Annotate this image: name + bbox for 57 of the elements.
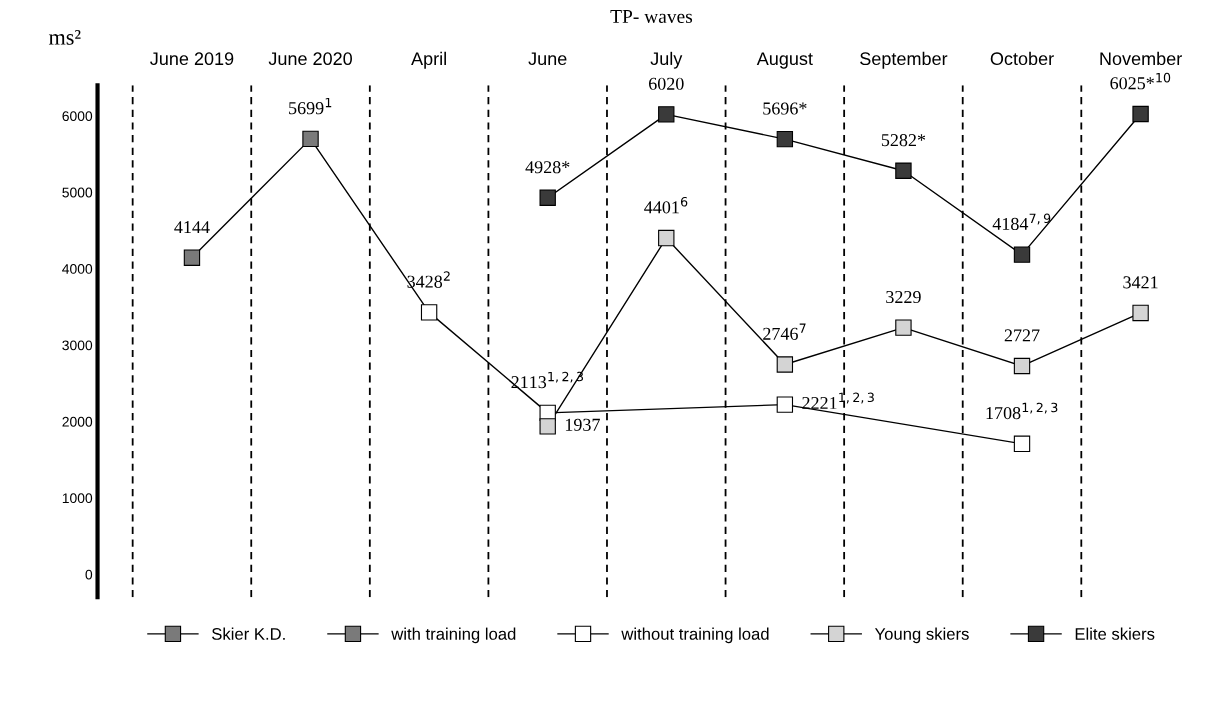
data-label: 3421: [1123, 276, 1158, 289]
data-label: 1708$^{1,2,3}$: [986, 402, 1058, 420]
y-axis-title: ms²: [48, 29, 81, 45]
data-label: 1937: [565, 418, 600, 431]
data-label: 3428$^{2}$: [407, 271, 450, 288]
point: [1132, 105, 1149, 123]
x-tick-label: June 2019: [150, 52, 234, 66]
point: [539, 418, 556, 435]
text: with training load: [391, 627, 516, 644]
data-label: 2746$^{7}$: [763, 323, 806, 340]
point: [776, 356, 794, 373]
chart-title: TP- waves: [610, 10, 693, 24]
point: [776, 130, 794, 148]
x-tick-label: June: [528, 52, 567, 66]
y-tick-label: 2000: [62, 416, 93, 427]
point: [420, 304, 438, 321]
data-label: 4144: [174, 221, 210, 234]
y-tick-label: 3000: [62, 340, 93, 351]
data-label: 6025*$^{10}$: [1110, 72, 1171, 90]
x-tick-label: November: [1100, 51, 1182, 66]
y-tick-label: 6000: [62, 111, 93, 122]
y-tick-label: 4000: [62, 264, 93, 274]
point: [1013, 246, 1031, 263]
data-label: 5282*: [881, 134, 926, 147]
x-tick-label: July: [650, 51, 683, 69]
legend-label: Elite skiers: [1075, 627, 1155, 640]
y-tick-label: 0: [85, 569, 93, 580]
point: [1013, 435, 1031, 453]
point: [183, 249, 201, 266]
y-tick-label: 5000: [62, 187, 93, 198]
x-tick-label: April: [411, 51, 446, 69]
data-label: 4928*: [525, 161, 570, 174]
legend-label: Skier K.D.: [212, 627, 285, 640]
point: [539, 189, 556, 206]
data-label: 4401$^{6}$: [644, 196, 688, 214]
data-label: 2221$^{1,2,3}$: [802, 392, 874, 409]
point: [302, 130, 319, 148]
data-label: 3229: [886, 290, 921, 304]
point: [895, 162, 912, 179]
data-label: 4184$^{7,9}$: [992, 213, 1051, 230]
x-tick-label: June 2020: [268, 52, 352, 66]
data-label: 6020: [648, 77, 684, 90]
x-tick-label: September: [860, 51, 948, 69]
point: [658, 106, 675, 123]
x-tick-label: August: [756, 52, 813, 69]
point: [895, 319, 912, 336]
point: [1013, 357, 1031, 375]
y-tick-label: 1000: [62, 493, 93, 504]
point: [776, 396, 794, 413]
point: [1132, 304, 1149, 322]
x-tick-label: October: [990, 51, 1054, 66]
data-label: 5696*: [763, 102, 807, 115]
data-label: 5699$^{1}$: [289, 97, 332, 115]
point: [658, 229, 675, 247]
data-label: 2727: [1004, 329, 1040, 342]
text: without training load: [621, 627, 769, 644]
legend-label: Young skiers: [874, 627, 969, 644]
